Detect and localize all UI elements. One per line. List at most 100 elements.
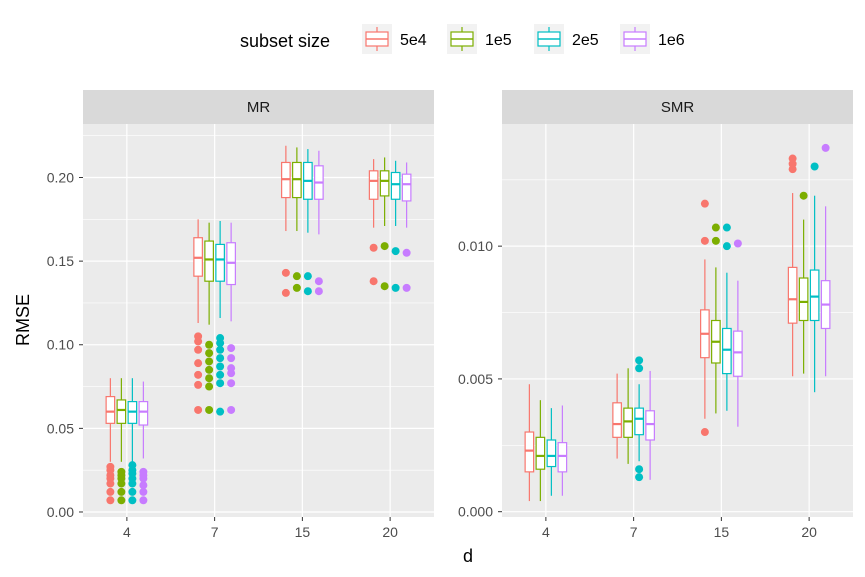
outlier-point (227, 405, 236, 414)
box-iqr (379, 170, 390, 197)
strip-mr (83, 90, 434, 124)
box-5e4-d4 (105, 378, 116, 505)
outlier-point (227, 364, 236, 373)
outlier-point (314, 277, 323, 286)
outlier-point (216, 379, 225, 388)
box-iqr (722, 327, 732, 375)
outlier-point (391, 283, 400, 292)
box-iqr (634, 407, 644, 436)
strip-smr (502, 90, 853, 124)
y-tick-label: 0.05 (47, 420, 74, 436)
box-iqr (623, 407, 633, 438)
outlier-point (117, 496, 126, 505)
y-tick-label: 0.10 (47, 337, 74, 353)
legend-label-5e4: 5e4 (400, 32, 427, 49)
box-iqr (787, 266, 798, 324)
box-1e5-d20 (798, 191, 809, 374)
box-2e5-d15 (303, 149, 313, 296)
outlier-point (205, 365, 214, 374)
facet-mr: MR 0.00 0.05 0.10 0.15 0.20 4 7 15 20 (47, 90, 434, 540)
outlier-point (117, 487, 126, 496)
x-tick-label: 7 (211, 524, 219, 540)
outlier-point (205, 405, 214, 414)
outlier-point (227, 354, 236, 363)
outlier-point (106, 487, 115, 496)
legend-title: subset size (240, 31, 330, 51)
y-tick-label: 0.00 (47, 504, 74, 520)
box-1e5-d15 (292, 147, 302, 292)
box-iqr (535, 436, 546, 470)
box-2e5-d4 (546, 408, 557, 496)
legend-label-1e6: 1e6 (658, 32, 685, 49)
outlier-point (281, 268, 290, 277)
outlier-point (205, 374, 214, 383)
outlier-point (194, 332, 203, 341)
outlier-point (711, 223, 720, 232)
box-iqr (798, 277, 809, 322)
box-iqr (612, 402, 622, 438)
legend: subset size 5e4 1e5 2e5 1e6 (240, 24, 685, 54)
x-axis-title: d (463, 546, 473, 566)
outlier-point (292, 283, 301, 292)
outlier-point (194, 380, 203, 389)
box-iqr (116, 399, 127, 424)
box-1e6-d15 (733, 239, 743, 427)
x-tick-label: 4 (123, 524, 131, 540)
outlier-point (303, 272, 312, 281)
y-tick-label: 0.000 (458, 504, 493, 520)
outlier-point (194, 370, 203, 379)
box-iqr (557, 442, 568, 473)
outlier-point (128, 461, 137, 470)
outlier-point (402, 283, 411, 292)
outlier-point (216, 334, 225, 343)
box-2e5-d7 (634, 356, 644, 482)
outlier-point (700, 199, 709, 208)
outlier-point (117, 467, 126, 476)
y-tick-label: 0.20 (47, 170, 74, 186)
outlier-point (700, 236, 709, 245)
outlier-point (216, 407, 225, 416)
outlier-point (722, 242, 731, 251)
outlier-point (700, 428, 709, 437)
outlier-point (380, 282, 389, 291)
strip-label-smr: SMR (661, 99, 695, 116)
outlier-point (205, 340, 214, 349)
outlier-point (194, 405, 203, 414)
outlier-point (635, 364, 644, 373)
y-tick-label: 0.010 (458, 238, 493, 254)
outlier-point (216, 354, 225, 363)
outlier-point (139, 487, 148, 496)
y-axis-title: RMSE (13, 294, 33, 346)
box-5e4-d15 (700, 199, 710, 437)
outlier-point (788, 154, 797, 163)
outlier-point (810, 162, 819, 171)
outlier-point (635, 465, 644, 474)
box-2e5-d7 (215, 220, 225, 416)
box-iqr (138, 401, 149, 426)
box-1e5-d15 (711, 223, 721, 414)
outlier-point (799, 191, 808, 200)
box-iqr (368, 170, 379, 200)
x-tick-label: 20 (382, 524, 398, 540)
outlier-point (227, 344, 236, 353)
outlier-point (733, 239, 742, 248)
box-iqr (809, 269, 820, 322)
outlier-point (380, 242, 389, 251)
box-1e6-d4 (557, 405, 568, 496)
box-iqr (105, 395, 116, 424)
outlier-point (227, 379, 236, 388)
outlier-point (369, 277, 378, 286)
outlier-point (205, 349, 214, 358)
y-tick-label: 0.15 (47, 253, 74, 269)
outlier-point (194, 359, 203, 368)
x-tick-label: 20 (801, 524, 817, 540)
outlier-point (106, 496, 115, 505)
strip-label-mr: MR (247, 99, 270, 116)
outlier-point (128, 487, 137, 496)
outlier-point (139, 481, 148, 490)
box-2e5-d15 (722, 223, 732, 411)
outlier-point (821, 143, 830, 152)
facet-smr: SMR 0.000 0.005 0.010 4 7 15 20 (458, 90, 853, 540)
box-iqr (546, 439, 557, 468)
